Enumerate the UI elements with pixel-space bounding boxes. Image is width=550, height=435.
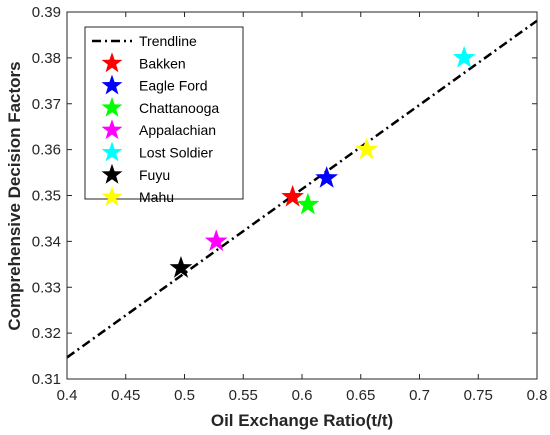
- legend-label-trendline: Trendline: [139, 33, 197, 49]
- x-axis-label: Oil Exchange Ratio(t/t): [211, 411, 393, 430]
- y-tick-label: 0.36: [32, 142, 61, 159]
- legend-label-lost-soldier: Lost Soldier: [139, 145, 213, 161]
- legend-label-fuyu: Fuyu: [139, 167, 170, 183]
- legend-label-bakken: Bakken: [139, 55, 186, 71]
- y-tick-label: 0.38: [32, 50, 61, 67]
- legend-swatch-fuyu: [101, 163, 123, 184]
- point-appalachian: [204, 229, 228, 252]
- y-tick-label: 0.37: [32, 96, 61, 113]
- point-bakken: [281, 184, 305, 207]
- legend: Trendline Bakken Eagle Ford Chattanooga Appa…: [84, 26, 244, 206]
- y-axis-label: Comprehensive Decision Factors: [5, 61, 24, 330]
- x-tick-label: 0.75: [464, 387, 493, 404]
- legend-label-mahu: Mahu: [139, 189, 174, 205]
- point-chattanooga: [296, 192, 320, 215]
- y-tick-label: 0.31: [32, 371, 61, 388]
- x-tick-label: 0.6: [292, 387, 313, 404]
- point-lost-soldier: [452, 45, 476, 68]
- legend-label-eagle-ford: Eagle Ford: [139, 78, 207, 94]
- legend-swatch-appalachian: [101, 119, 123, 140]
- y-tick-label: 0.33: [32, 279, 61, 296]
- x-tick-label: 0.45: [111, 387, 140, 404]
- x-tick-label: 0.4: [57, 387, 78, 404]
- point-mahu: [355, 137, 379, 160]
- legend-swatch-lost-soldier: [101, 141, 123, 162]
- y-tick-label: 0.34: [32, 233, 61, 250]
- legend-swatch-eagle-ford: [101, 74, 123, 95]
- point-fuyu: [169, 255, 193, 278]
- y-tick-label: 0.35: [32, 188, 61, 205]
- x-axis-ticks: 0.4 0.45 0.5 0.55 0.6 0.65 0.7 0.75 0.8: [57, 12, 548, 404]
- trendline: [66, 19, 538, 359]
- x-tick-label: 0.55: [229, 387, 258, 404]
- legend-label-appalachian: Appalachian: [139, 122, 216, 138]
- y-tick-label: 0.32: [32, 325, 61, 342]
- legend-swatch-chattanooga: [101, 96, 123, 117]
- trendline-layer: [66, 19, 538, 359]
- legend-swatch-bakken: [101, 52, 123, 73]
- x-tick-label: 0.5: [174, 387, 195, 404]
- x-tick-label: 0.65: [346, 387, 375, 404]
- y-tick-label: 0.39: [32, 4, 61, 21]
- x-tick-label: 0.8: [527, 387, 548, 404]
- y-axis-ticks: 0.31 0.32 0.33 0.34 0.35 0.36 0.37 0.38 0.39: [32, 4, 537, 388]
- x-tick-label: 0.7: [409, 387, 430, 404]
- legend-swatch-mahu: [101, 186, 123, 206]
- legend-label-chattanooga: Chattanooga: [139, 100, 219, 116]
- data-points: [169, 45, 476, 278]
- point-eagle-ford: [315, 166, 339, 188]
